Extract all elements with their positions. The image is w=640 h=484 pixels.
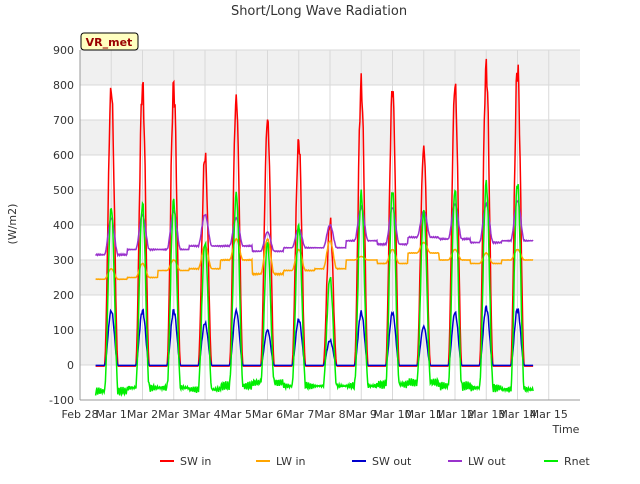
y-tick-label: 600: [53, 149, 74, 162]
legend-label: LW in: [276, 455, 306, 468]
y-tick-label: 0: [67, 359, 74, 372]
chart-title: Short/Long Wave Radiation: [231, 4, 407, 19]
y-tick-label: 200: [53, 289, 74, 302]
y-tick-label: 900: [53, 44, 74, 57]
y-tick-label: 500: [53, 184, 74, 197]
x-tick-label: Mar 5: [221, 408, 252, 421]
site-label-box: VR_met: [80, 32, 139, 51]
x-tick-label: Mar 14: [498, 408, 536, 421]
legend-label: SW out: [372, 455, 412, 468]
x-tick-label: Mar 11: [405, 408, 443, 421]
y-tick-label: 700: [53, 114, 74, 127]
y-tick-label: 800: [53, 79, 74, 92]
legend-label: Rnet: [564, 455, 590, 468]
x-tick-label: Feb 28: [62, 408, 99, 421]
y-axis-label: (W/m2): [6, 204, 19, 245]
y-tick-label: 100: [53, 324, 74, 337]
x-axis-label: Time: [552, 423, 580, 436]
x-tick-label: Mar 8: [314, 408, 345, 421]
x-tick-label: Mar 12: [436, 408, 474, 421]
legend: SW in LW in SW out LW out Rnet: [160, 455, 590, 468]
y-tick-labels: -100 0 100 200 300 400 500 600 700 800 900: [49, 44, 74, 407]
y-tick-label: 300: [53, 254, 74, 267]
x-tick-label: Mar 10: [373, 408, 411, 421]
x-tick-label: Mar 4: [189, 408, 220, 421]
x-tick-label: Mar 13: [467, 408, 505, 421]
x-tick-label: Mar 2: [127, 408, 158, 421]
legend-label: LW out: [468, 455, 506, 468]
series-layer: [94, 58, 534, 397]
series-line-lw-in: [95, 237, 534, 281]
x-tick-label: Mar 9: [346, 408, 377, 421]
x-tick-label: Mar 15: [530, 408, 568, 421]
x-tick-label: Mar 1: [96, 408, 127, 421]
x-tick-label: Mar 3: [158, 408, 189, 421]
y-tick-label: 400: [53, 219, 74, 232]
legend-label: SW in: [180, 455, 211, 468]
series-line-rnet: [94, 179, 534, 397]
axes: [79, 50, 580, 401]
series-line-lw-out: [94, 199, 534, 258]
site-label-text: VR_met: [86, 36, 133, 49]
x-tick-label: Mar 7: [283, 408, 314, 421]
x-tick-label: Mar 6: [252, 408, 283, 421]
y-tick-label: -100: [49, 394, 74, 407]
